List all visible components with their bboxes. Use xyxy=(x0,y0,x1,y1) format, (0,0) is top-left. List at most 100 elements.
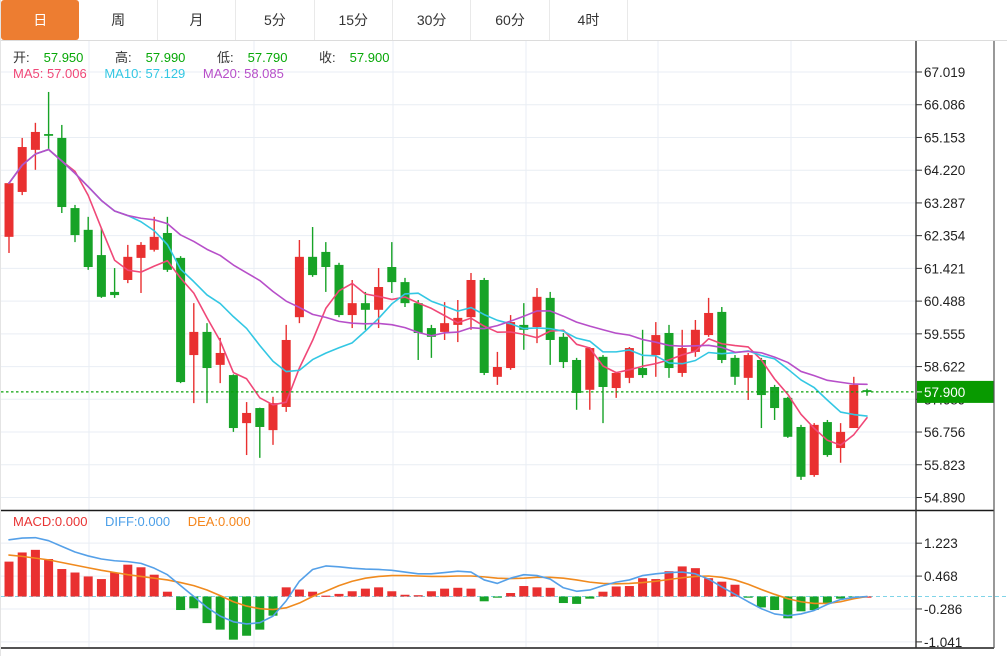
price-tick-label: 55.823 xyxy=(924,458,965,473)
candle-body xyxy=(17,147,27,192)
candle-body xyxy=(228,375,238,429)
candle-body xyxy=(400,282,410,304)
candle-body xyxy=(242,412,252,424)
macd-tick-label: -1.041 xyxy=(924,635,962,650)
high-value: 57.990 xyxy=(145,50,186,65)
price-tick-label: 60.488 xyxy=(924,294,965,309)
close-label: 收: xyxy=(319,50,336,65)
macd-bar xyxy=(294,589,304,597)
macd-bar xyxy=(413,595,423,597)
macd-bar xyxy=(387,591,397,597)
tab-15分[interactable]: 15分 xyxy=(314,0,393,40)
candle-body xyxy=(506,322,516,369)
candle-body xyxy=(492,366,502,377)
candle-body xyxy=(730,357,740,377)
candle-body xyxy=(558,336,568,363)
macd-bar xyxy=(57,569,67,597)
tab-月[interactable]: 月 xyxy=(157,0,237,40)
macd-bar xyxy=(347,591,357,597)
macd-bar xyxy=(730,584,740,597)
candle-body xyxy=(611,372,621,389)
candle-body xyxy=(308,256,318,276)
candle-body xyxy=(426,328,436,337)
price-tick-label: 62.354 xyxy=(924,229,966,244)
macd-bar xyxy=(281,587,291,597)
macd-bar xyxy=(400,594,410,597)
macd-bar xyxy=(611,586,621,597)
macd-bar xyxy=(83,576,93,597)
low-label: 低: xyxy=(217,50,234,65)
price-tick-label: 58.622 xyxy=(924,360,965,375)
tab-5分[interactable]: 5分 xyxy=(236,0,315,40)
macd-bar xyxy=(215,596,225,630)
macd-bar xyxy=(638,578,648,597)
candle-body xyxy=(677,348,687,373)
candle-body xyxy=(651,335,661,356)
candle-body xyxy=(44,134,54,136)
candle-body xyxy=(836,431,846,449)
candle-body xyxy=(255,408,265,427)
macd-bar xyxy=(585,596,595,599)
candle-body xyxy=(189,331,199,356)
macd-bar xyxy=(136,567,146,597)
candle-body xyxy=(704,312,714,336)
macd-bar xyxy=(334,593,344,597)
candle-body xyxy=(624,348,634,378)
candle-body xyxy=(268,403,278,431)
macd-value: MACD:0.000 xyxy=(13,514,88,529)
price-tick-label: 64.220 xyxy=(924,163,965,178)
macd-bar xyxy=(743,596,753,598)
candle-body xyxy=(123,256,133,280)
macd-bar xyxy=(176,596,186,611)
macd-bar xyxy=(822,596,832,604)
candle-body xyxy=(387,267,397,283)
candle-body xyxy=(849,384,859,429)
macd-bar xyxy=(374,587,384,597)
candle-body xyxy=(136,244,146,258)
candle-body xyxy=(57,137,67,208)
low-value: 57.790 xyxy=(247,50,288,65)
macd-bar xyxy=(4,561,14,597)
candle-body xyxy=(202,331,212,369)
candle-body xyxy=(519,324,529,330)
macd-bar xyxy=(651,579,661,597)
tab-60分[interactable]: 60分 xyxy=(471,0,550,40)
macd-bar xyxy=(558,596,568,604)
price-tick-label: 56.756 xyxy=(924,425,965,440)
candle-body xyxy=(664,332,674,369)
macd-bar xyxy=(717,581,727,597)
candle-body xyxy=(453,317,463,325)
price-tick-label: 67.019 xyxy=(924,65,965,80)
ma5-value: MA5: 57.006 xyxy=(13,66,87,81)
macd-bar xyxy=(836,596,846,599)
candle-body xyxy=(809,424,819,476)
tab-周[interactable]: 周 xyxy=(79,0,158,40)
macd-bar xyxy=(453,587,463,597)
candle-body xyxy=(294,256,304,318)
candle-body xyxy=(30,131,40,150)
macd-bar xyxy=(30,549,40,597)
macd-bar xyxy=(162,591,172,597)
tab-30分[interactable]: 30分 xyxy=(392,0,472,40)
price-tick-label: 66.086 xyxy=(924,98,965,113)
candle-body xyxy=(347,303,357,316)
macd-bar xyxy=(492,596,502,598)
ma20-line xyxy=(8,148,868,386)
candle-body xyxy=(149,236,159,250)
macd-bar xyxy=(506,593,516,597)
candle-body xyxy=(585,348,595,390)
tab-日[interactable]: 日 xyxy=(1,0,80,40)
macd-bar xyxy=(519,586,529,597)
macd-bar xyxy=(96,579,106,597)
macd-bar xyxy=(44,559,54,597)
macd-tick-label: 1.223 xyxy=(924,536,958,551)
candle-body xyxy=(545,297,555,340)
high-label: 高: xyxy=(115,50,132,65)
price-tick-label: 61.421 xyxy=(924,261,965,276)
diff-line xyxy=(8,536,868,625)
diff-value: DIFF:0.000 xyxy=(105,514,171,529)
macd-bar xyxy=(440,588,450,597)
open-label: 开: xyxy=(13,50,30,65)
tab-4时[interactable]: 4时 xyxy=(549,0,629,40)
